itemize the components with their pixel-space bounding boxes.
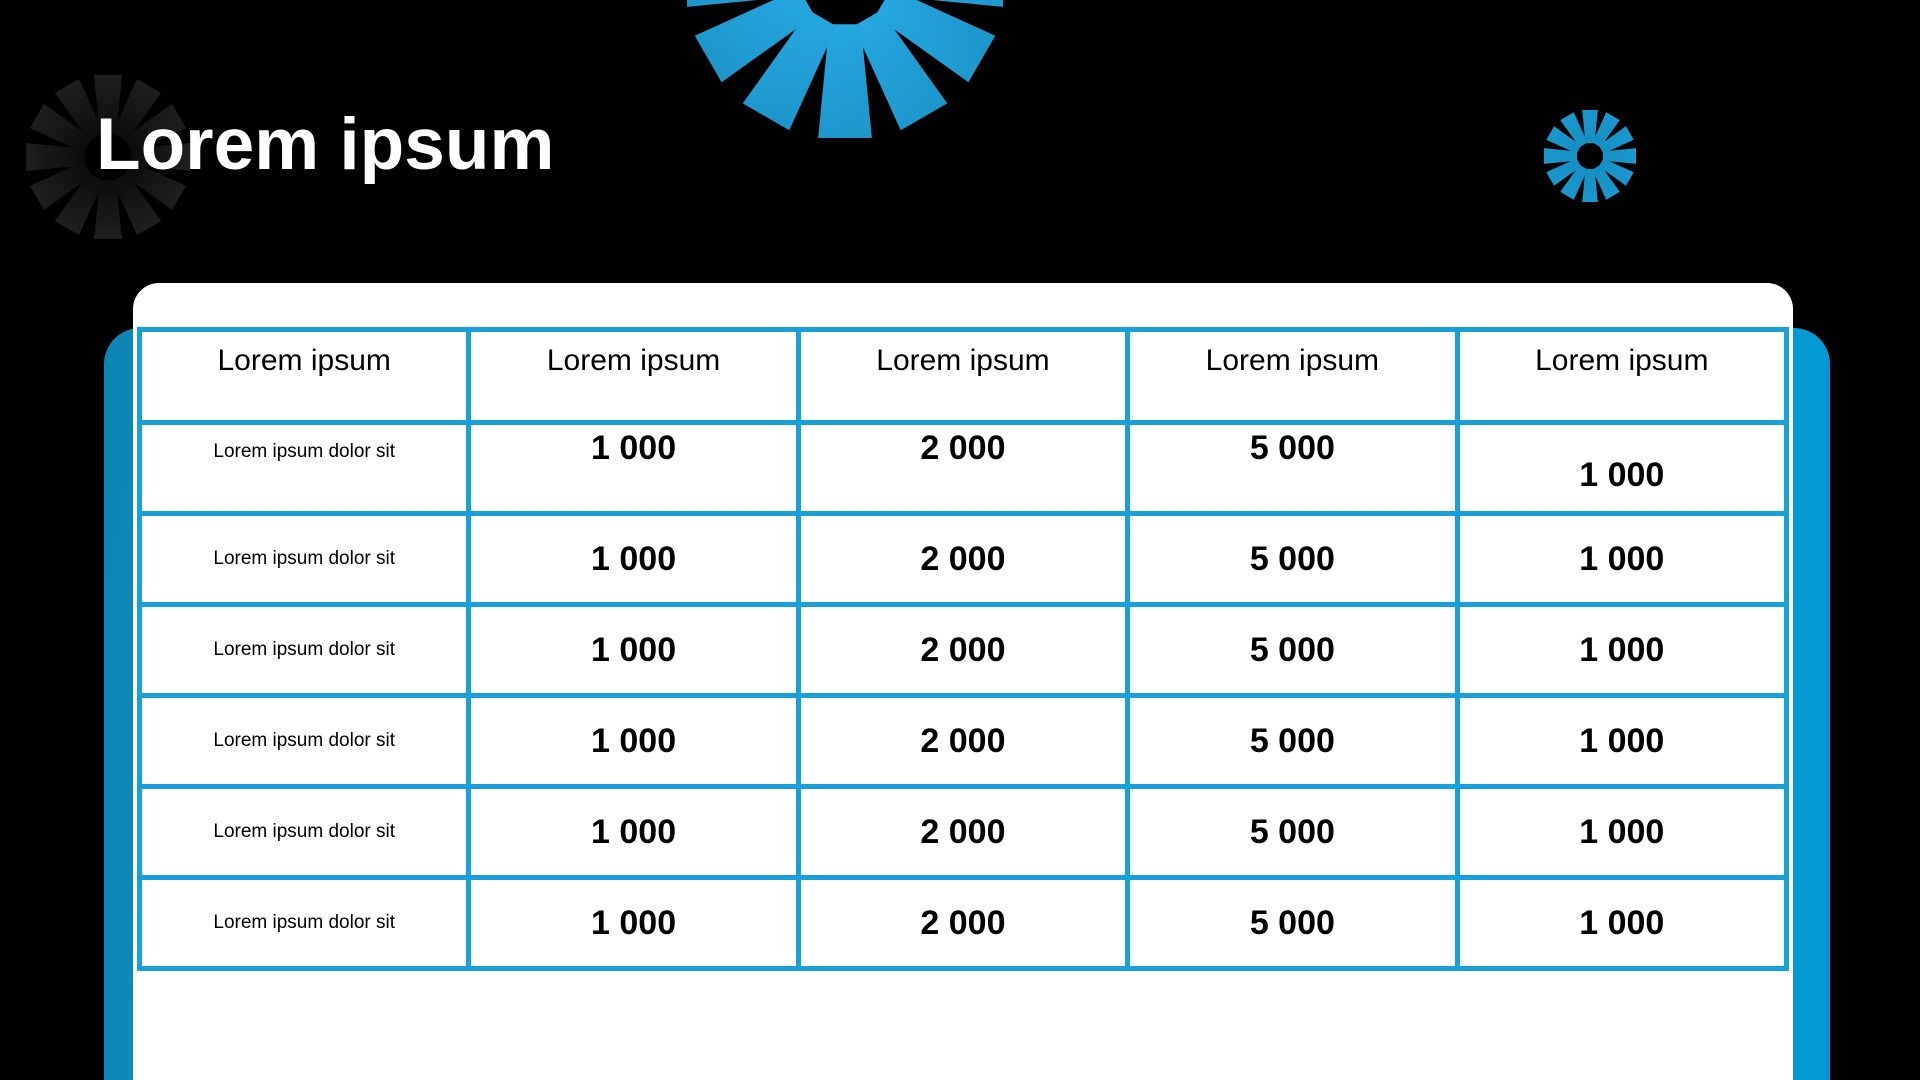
data-table: Lorem ipsum Lorem ipsum Lorem ipsum Lore… (136, 327, 1790, 971)
table-row: Lorem ipsum dolor sit 1 000 2 000 5 000 … (136, 602, 1790, 698)
value-cell: 2 000 (795, 693, 1131, 789)
value-cell: 2 000 (795, 784, 1131, 880)
value-cell: 1 000 (466, 511, 801, 607)
top-starburst-icon (687, 0, 1003, 138)
table-row: Lorem ipsum dolor sit 1 000 2 000 5 000 … (136, 693, 1790, 789)
value-cell: 2 000 (795, 602, 1131, 698)
header-cell: Lorem ipsum (136, 327, 472, 425)
value-cell: 1 000 (466, 420, 801, 516)
row-label-cell: Lorem ipsum dolor sit (136, 784, 472, 880)
value-cell: 1 000 (466, 602, 801, 698)
row-label-cell: Lorem ipsum dolor sit (136, 875, 472, 971)
header-cell: Lorem ipsum (1125, 327, 1460, 425)
value-cell: 2 000 (795, 875, 1131, 971)
value-cell: 1 000 (1454, 875, 1790, 971)
table-row: Lorem ipsum dolor sit 1 000 2 000 5 000 … (136, 875, 1790, 971)
table-row: Lorem ipsum dolor sit 1 000 2 000 5 000 … (136, 511, 1790, 607)
value-cell: 5 000 (1125, 784, 1460, 880)
value-cell: 1 000 (466, 693, 801, 789)
value-cell: 1 000 (466, 875, 801, 971)
row-label-cell: Lorem ipsum dolor sit (136, 693, 472, 789)
value-cell: 1 000 (1454, 602, 1790, 698)
row-label-cell: Lorem ipsum dolor sit (136, 420, 472, 516)
title-starburst-icon (26, 75, 190, 239)
table-row: Lorem ipsum dolor sit 1 000 2 000 5 000 … (136, 784, 1790, 880)
row-label-cell: Lorem ipsum dolor sit (136, 602, 472, 698)
header-cell: Lorem ipsum (1454, 327, 1790, 425)
value-cell: 5 000 (1125, 693, 1460, 789)
value-cell: 2 000 (795, 511, 1131, 607)
value-cell: 1 000 (1454, 511, 1790, 607)
right-asterisk-icon (1544, 110, 1636, 202)
value-cell: 5 000 (1125, 511, 1460, 607)
row-label-cell: Lorem ipsum dolor sit (136, 511, 472, 607)
value-cell: 5 000 (1125, 602, 1460, 698)
value-cell: 1 000 (1454, 693, 1790, 789)
header-cell: Lorem ipsum (795, 327, 1131, 425)
value-cell: 2 000 (795, 420, 1131, 516)
header-cell: Lorem ipsum (466, 327, 801, 425)
value-cell: 1 000 (1454, 784, 1790, 880)
page-title: Lorem ipsum (96, 104, 555, 185)
header-row: Lorem ipsum Lorem ipsum Lorem ipsum Lore… (136, 327, 1790, 425)
value-cell: 5 000 (1125, 420, 1460, 516)
value-cell: 1 000 (1454, 420, 1790, 516)
value-cell: 1 000 (466, 784, 801, 880)
value-cell: 5 000 (1125, 875, 1460, 971)
table-row: Lorem ipsum dolor sit 1 000 2 000 5 000 … (136, 420, 1790, 516)
